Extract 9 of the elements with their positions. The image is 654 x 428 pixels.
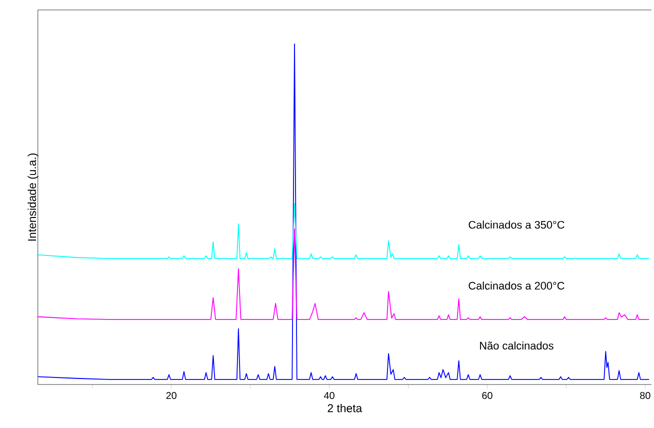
- series-label: Calcinados a 350°C: [468, 220, 564, 228]
- x-axis-title: 2 theta: [328, 404, 362, 412]
- x-tick-label: 20: [166, 392, 176, 399]
- y-axis-title: Intensidade (u.a.): [28, 153, 38, 240]
- x-tick-label: 40: [324, 392, 334, 399]
- text: Não calcinados: [480, 341, 554, 350]
- series-label: Calcinados a 200°C: [468, 281, 564, 290]
- x-tick-label: 80: [640, 392, 650, 399]
- x-tick-label: 60: [482, 392, 492, 399]
